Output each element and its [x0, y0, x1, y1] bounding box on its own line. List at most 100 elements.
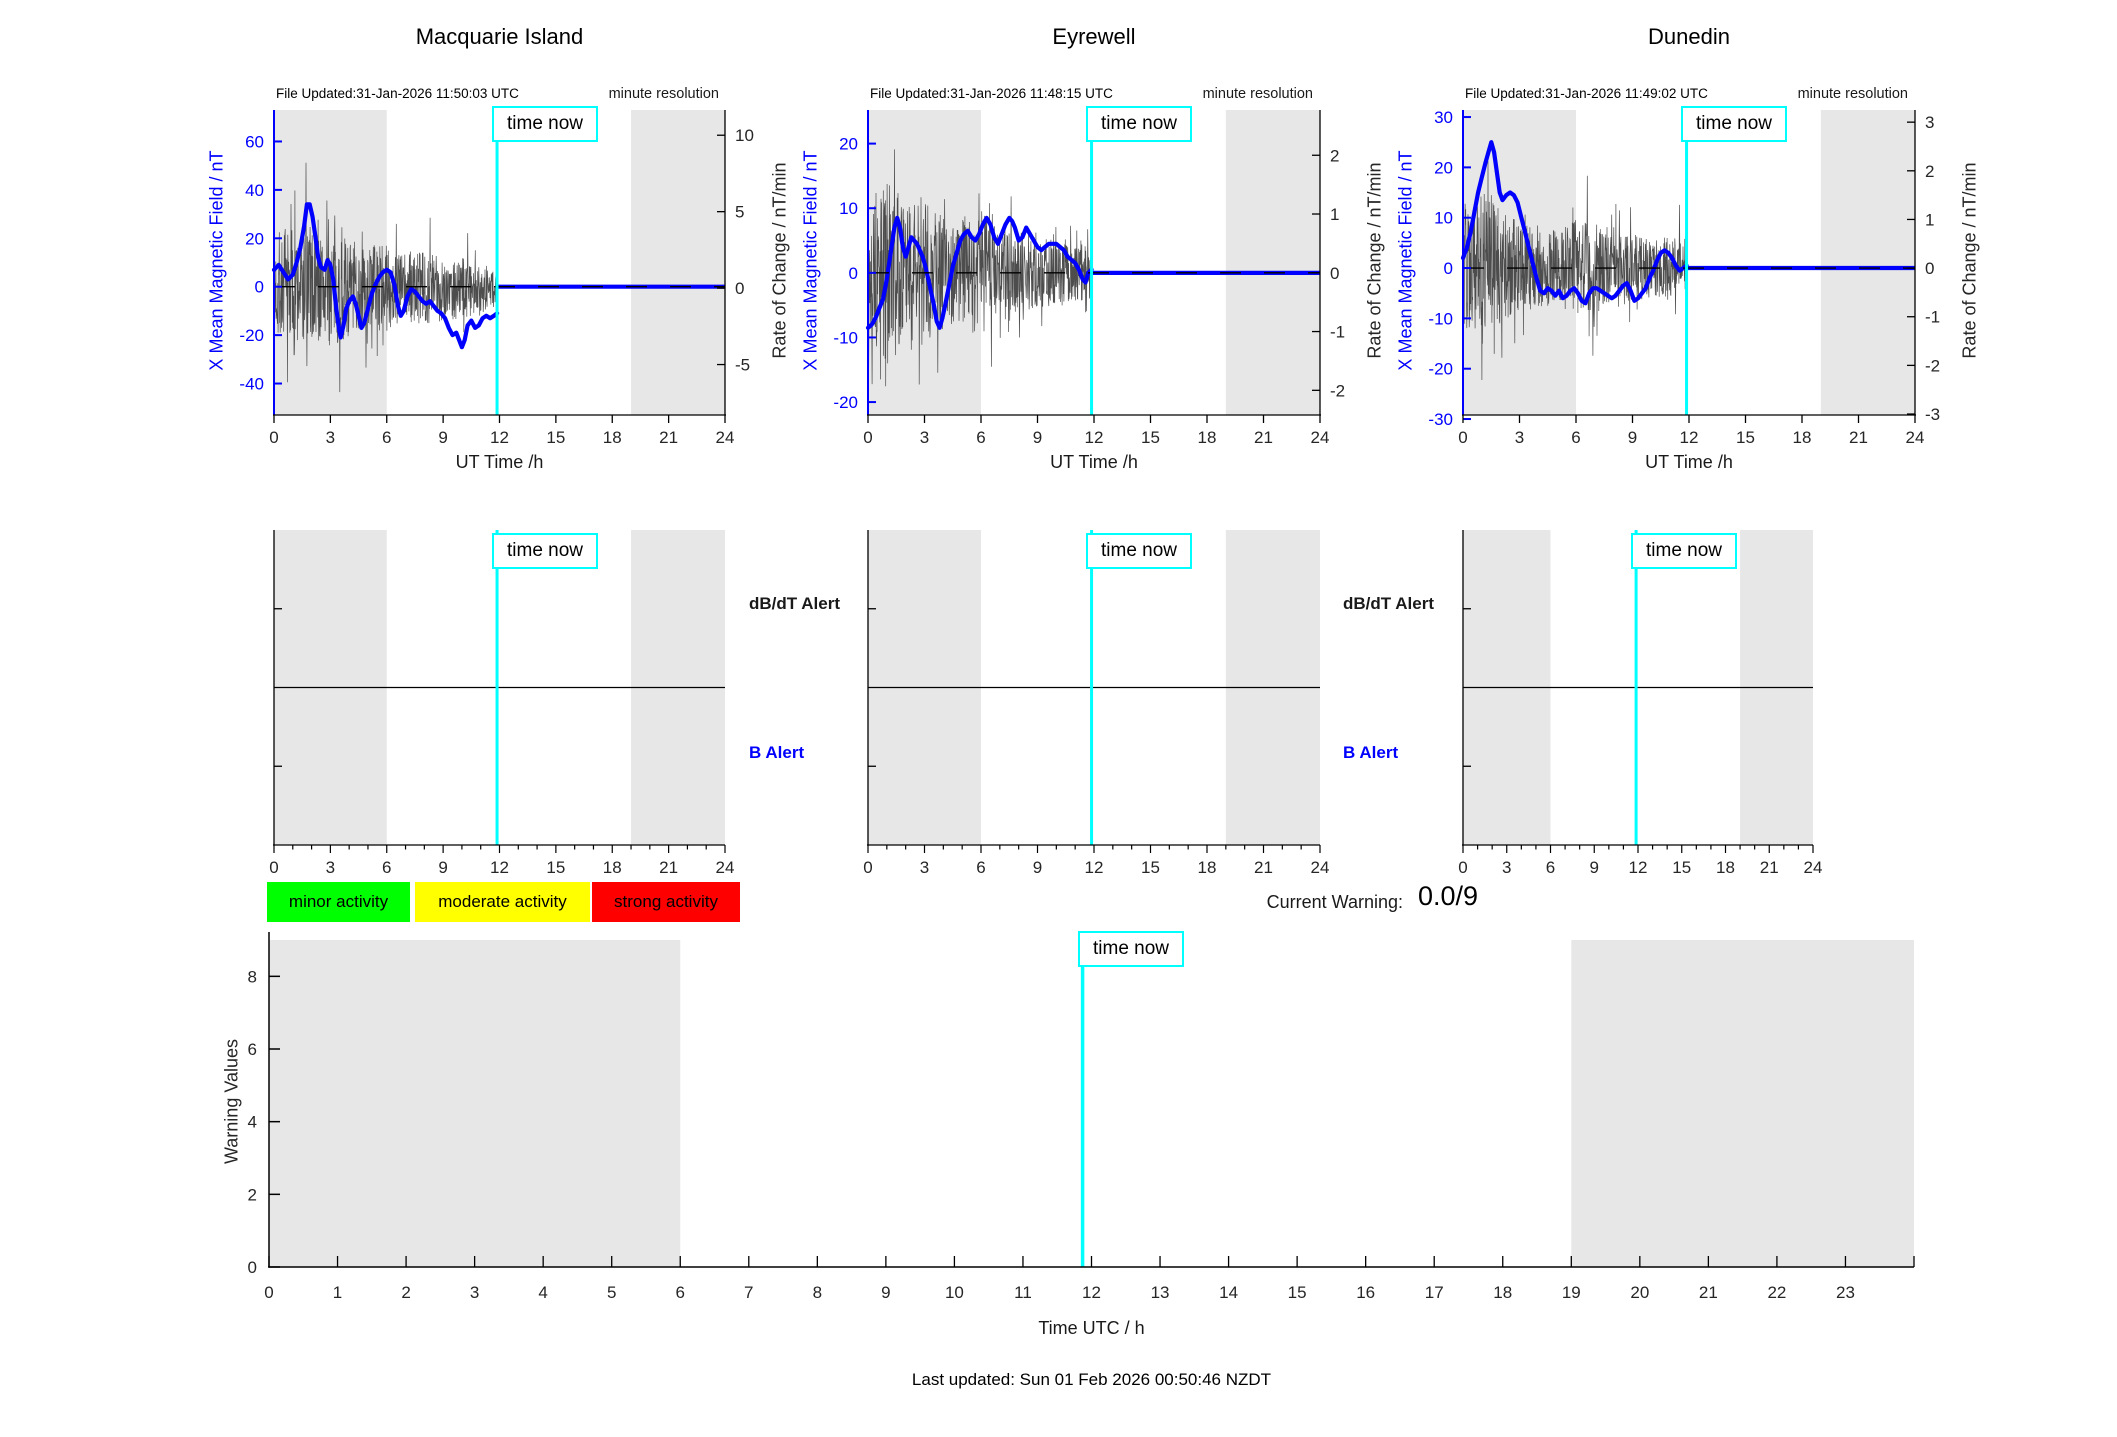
time-now-flag: time now — [1086, 106, 1193, 142]
x-tick-label: 24 — [716, 428, 735, 447]
y-tick-label: 0 — [849, 264, 858, 283]
night-shading — [631, 110, 725, 415]
x-tick-label: 13 — [1151, 1283, 1170, 1302]
y-tick-label: 40 — [245, 181, 264, 200]
current-warning-value: 0.0/9 — [1418, 881, 1479, 911]
x-tick-label: 6 — [976, 428, 985, 447]
x-tick-label: 18 — [1716, 858, 1735, 877]
x-tick-label: 9 — [438, 858, 447, 877]
y-tick-label: 20 — [839, 135, 858, 154]
x-tick-label: 21 — [1699, 1283, 1718, 1302]
x-tick-label: 3 — [920, 858, 929, 877]
x-tick-label: 8 — [813, 1283, 822, 1302]
y-tick-label: 1 — [1330, 205, 1339, 224]
y-tick-label: 60 — [245, 132, 264, 151]
y-tick-label: 2 — [248, 1185, 257, 1204]
x-tick-label: 6 — [382, 858, 391, 877]
x-tick-label: 0 — [269, 428, 278, 447]
time-now-flag: time now — [1078, 931, 1185, 967]
mean-field-line — [865, 215, 1094, 330]
x-tick-label: 15 — [1288, 1283, 1307, 1302]
b-alert-label: B Alert — [1343, 743, 1399, 762]
x-tick-label: 24 — [1311, 428, 1330, 447]
warning-values-axis-label: Warning Values — [221, 1038, 242, 1165]
x-tick-label: 15 — [1672, 858, 1691, 877]
x-tick-label: 9 — [1033, 858, 1042, 877]
y-axis-label-left: X Mean Magnetic Field / nT — [1395, 150, 1416, 371]
x-tick-label: 12 — [1085, 428, 1104, 447]
y-tick-label: 5 — [735, 203, 744, 222]
x-tick-label: 6 — [976, 858, 985, 877]
resolution-text: minute resolution — [1202, 86, 1313, 102]
y-tick-label: 20 — [1434, 158, 1453, 177]
y-tick-label: 2 — [1925, 162, 1934, 181]
y-axis-label-right: Rate of Change / nT/min — [1959, 162, 1980, 359]
file-updated-text: File Updated:31-Jan-2026 11:49:02 UTC — [1465, 86, 1708, 101]
mean-field-line — [271, 202, 500, 350]
y-tick-label: 8 — [248, 967, 257, 986]
x-tick-label: 9 — [881, 1283, 890, 1302]
x-tick-label: 15 — [1736, 428, 1755, 447]
y-tick-label: 0 — [735, 279, 744, 298]
x-tick-label: 24 — [1804, 858, 1823, 877]
x-tick-label: 6 — [382, 428, 391, 447]
x-tick-label: 3 — [1502, 858, 1511, 877]
y-axis-label-left: X Mean Magnetic Field / nT — [206, 150, 227, 371]
x-tick-label: 18 — [1198, 858, 1217, 877]
x-tick-label: 24 — [1311, 858, 1330, 877]
station-title: Dunedin — [1648, 24, 1730, 49]
x-tick-label: 2 — [401, 1283, 410, 1302]
x-tick-label: 0 — [863, 428, 872, 447]
x-tick-label: 9 — [438, 428, 447, 447]
y-tick-label: 0 — [1330, 264, 1339, 283]
night-shading — [1820, 110, 1915, 415]
x-tick-label: 12 — [1680, 428, 1699, 447]
x-tick-label: 0 — [863, 858, 872, 877]
y-tick-label: -2 — [1925, 356, 1940, 375]
y-tick-label: 10 — [735, 126, 754, 145]
x-tick-label: 9 — [1590, 858, 1599, 877]
x-tick-label: 12 — [1629, 858, 1648, 877]
x-tick-label: 21 — [659, 858, 678, 877]
station-title: Eyrewell — [1052, 24, 1136, 49]
x-axis-label: UT Time /h — [455, 452, 544, 472]
x-tick-label: 1 — [333, 1283, 342, 1302]
time-now-flag: time now — [1086, 533, 1193, 569]
rate-of-change-series — [1462, 160, 1687, 381]
dbdt-alert-label: dB/dT Alert — [749, 594, 840, 613]
b-alert-label: B Alert — [749, 743, 805, 762]
rate-of-change-series — [273, 162, 498, 393]
y-tick-label: -3 — [1925, 405, 1940, 424]
time-now-flag: time now — [492, 533, 599, 569]
y-tick-label: 10 — [1434, 209, 1453, 228]
time-now-flag: time now — [1631, 533, 1738, 569]
y-tick-label: 6 — [248, 1040, 257, 1059]
y-tick-label: -2 — [1330, 381, 1345, 400]
x-tick-label: 19 — [1562, 1283, 1581, 1302]
station-title: Macquarie Island — [415, 24, 584, 49]
y-tick-label: 0 — [1925, 259, 1934, 278]
x-tick-label: 23 — [1836, 1283, 1855, 1302]
y-tick-label: 0 — [255, 278, 264, 297]
y-tick-label: -1 — [1330, 323, 1345, 342]
y-axis-label-right: Rate of Change / nT/min — [1364, 162, 1385, 359]
x-tick-label: 9 — [1628, 428, 1637, 447]
x-tick-label: 15 — [546, 858, 565, 877]
x-tick-label: 11 — [1014, 1283, 1032, 1302]
current-warning-label: Current Warning: — [1266, 892, 1403, 912]
y-tick-label: -1 — [1925, 308, 1940, 327]
y-tick-label: -10 — [833, 328, 858, 347]
x-tick-label: 12 — [1082, 1283, 1101, 1302]
x-tick-label: 18 — [1198, 428, 1217, 447]
x-tick-label: 17 — [1425, 1283, 1444, 1302]
x-tick-label: 15 — [1141, 858, 1160, 877]
x-tick-label: 15 — [1141, 428, 1160, 447]
x-tick-label: 18 — [603, 858, 622, 877]
x-tick-label: 18 — [1793, 428, 1812, 447]
last-updated-text: Last updated: Sun 01 Feb 2026 00:50:46 N… — [911, 1370, 1272, 1389]
night-shading — [1225, 110, 1320, 415]
x-tick-label: 24 — [1906, 428, 1925, 447]
y-tick-label: -20 — [833, 393, 858, 412]
x-tick-label: 5 — [607, 1283, 616, 1302]
